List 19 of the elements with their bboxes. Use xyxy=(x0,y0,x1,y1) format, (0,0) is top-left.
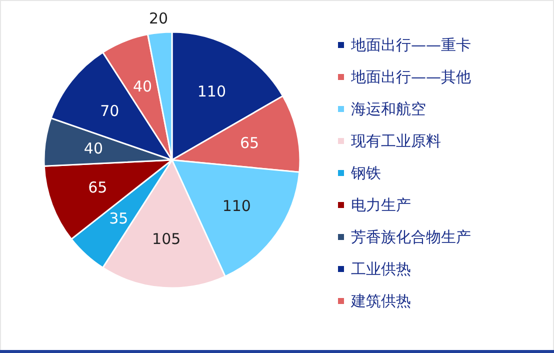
legend-label: 海运和航空 xyxy=(351,100,426,118)
data-label: 35 xyxy=(109,210,128,228)
data-label: 105 xyxy=(152,230,181,248)
legend-label: 工业供热 xyxy=(351,260,411,278)
data-label: 65 xyxy=(240,134,260,152)
data-label: 110 xyxy=(222,197,251,216)
data-label: 70 xyxy=(100,102,120,120)
data-label: 65 xyxy=(88,178,108,197)
data-label: 40 xyxy=(84,140,103,158)
data-label: 110 xyxy=(197,82,226,100)
legend-label: 芳香族化合物生产 xyxy=(351,228,471,246)
legend-label: 地面出行——其他 xyxy=(350,68,471,86)
legend-label: 地面出行——重卡 xyxy=(350,36,471,54)
legend-label: 电力生产 xyxy=(351,196,411,214)
data-label: 20 xyxy=(148,10,168,28)
data-label: 40 xyxy=(132,77,152,96)
legend-label: 现有工业原料 xyxy=(351,132,441,150)
legend-label: 钢铁 xyxy=(350,164,381,182)
legend-label: 建筑供热 xyxy=(350,292,411,310)
